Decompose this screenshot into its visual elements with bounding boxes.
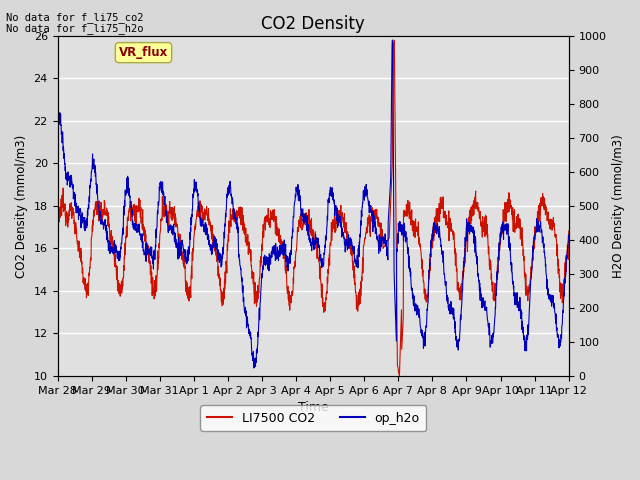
Y-axis label: H2O Density (mmol/m3): H2O Density (mmol/m3) <box>612 134 625 278</box>
Text: VR_flux: VR_flux <box>119 46 168 59</box>
Text: No data for f_li75_h2o: No data for f_li75_h2o <box>6 23 144 34</box>
Text: No data for f_li75_co2: No data for f_li75_co2 <box>6 12 144 23</box>
Legend: LI7500 CO2, op_h2o: LI7500 CO2, op_h2o <box>200 406 426 431</box>
Title: CO2 Density: CO2 Density <box>261 15 365 33</box>
Y-axis label: CO2 Density (mmol/m3): CO2 Density (mmol/m3) <box>15 134 28 277</box>
X-axis label: Time: Time <box>298 401 328 414</box>
